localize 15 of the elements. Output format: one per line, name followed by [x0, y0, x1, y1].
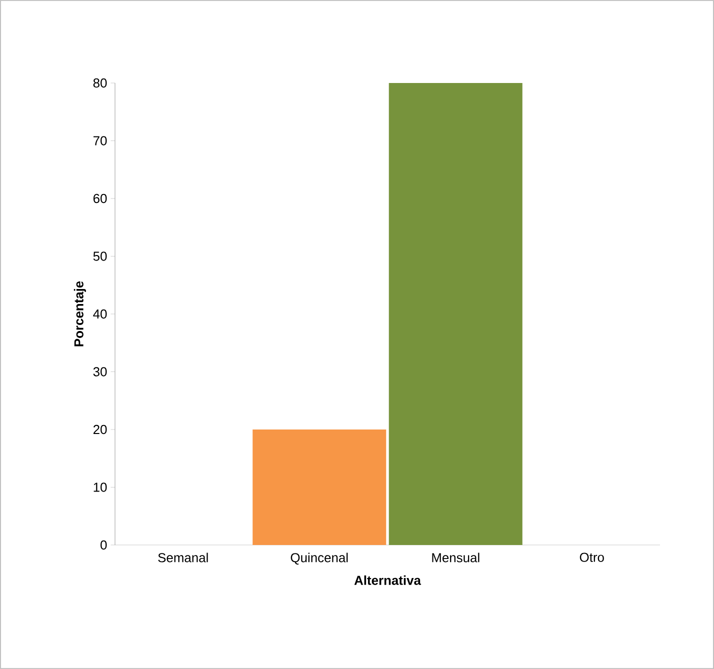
x-axis-title: Alternativa	[354, 575, 422, 585]
y-tick-label: 50	[93, 252, 107, 261]
x-tick-label: Mensual	[432, 552, 480, 562]
y-tick-label: 10	[94, 482, 107, 492]
x-tick-label: Quincenal	[290, 552, 348, 565]
y-tick-label: 60	[93, 194, 107, 204]
x-tick-label: Otro	[580, 552, 604, 562]
y-tick-label: 30	[93, 367, 107, 376]
y-tick-label: 70	[94, 136, 107, 146]
y-tick-label: 20	[93, 424, 107, 434]
y-axis-title: Porcentaje	[74, 281, 86, 346]
y-tick-label: 40	[93, 309, 107, 319]
y-tick-label: 80	[93, 78, 107, 88]
x-tick-label: Semanal	[158, 552, 208, 562]
y-tick-label: 0	[100, 540, 107, 550]
